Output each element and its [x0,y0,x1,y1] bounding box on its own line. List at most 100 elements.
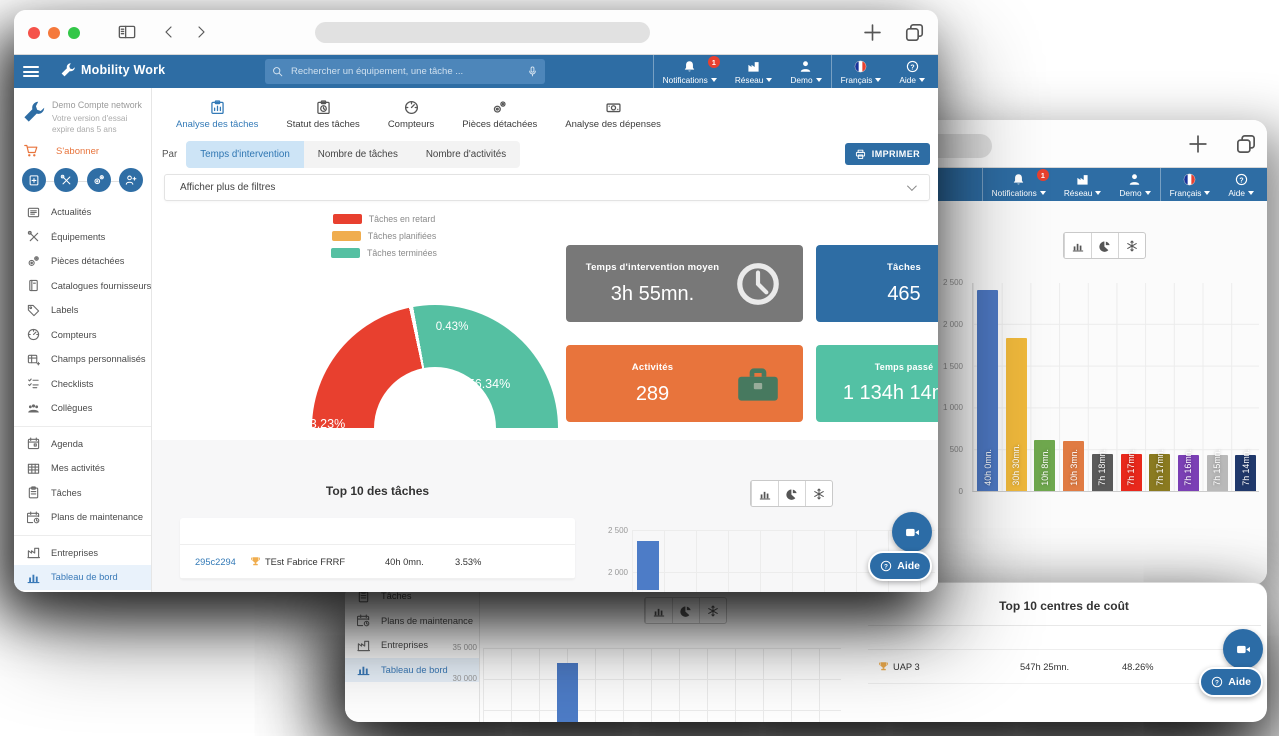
chart-toggle-button[interactable] [699,598,726,623]
task-status-gauge [312,305,558,428]
video-help-button[interactable] [1223,629,1263,669]
sidebar-toggle-icon[interactable] [118,24,136,40]
close-button[interactable] [28,27,40,39]
dashboard-tab[interactable]: Analyse des dépenses [551,94,675,136]
legend-item[interactable]: Tâches planifiées [331,231,436,241]
navbar-menu-item[interactable]: 1 Notifications [652,55,726,88]
metric-pill[interactable]: Nombre de tâches [317,148,398,160]
sidebar-item[interactable]: Pièces détachées [14,249,151,274]
sidebar-item[interactable]: Compteurs [14,323,151,348]
quick-action-button[interactable] [118,168,143,192]
dashboard-content: Analyse des tâches Statut des tâches Com… [152,88,938,592]
subscribe-link[interactable]: S'abonner [24,144,99,158]
svg-text:?: ? [910,64,914,71]
new-tab-icon[interactable] [863,23,882,42]
navbar-menu-item[interactable]: Français [830,55,891,88]
y-tick: 2 000 [607,568,628,577]
print-button[interactable]: IMPRIMER [844,143,930,165]
app-logo[interactable]: Mobility Work [60,62,165,78]
meter-icon [27,328,40,341]
chevron-down-icon [1204,190,1211,195]
navbar-menu-item[interactable]: ? Aide [890,55,934,88]
table-row[interactable]: 295c2294 TEst Fabrice FRRF 40h 0mn. 3.53… [180,545,575,579]
navbar-menu-item[interactable]: Demo [781,55,830,88]
navbar-menu-item[interactable]: Réseau [726,55,782,88]
sidebar-item[interactable]: Mes activités [14,456,151,481]
task-id-link[interactable]: 295c2294 [195,556,236,567]
navbar-menu-item[interactable]: ? Aide [1219,168,1263,201]
help-button[interactable]: ? Aide [868,551,932,581]
forward-icon[interactable] [194,25,208,39]
sidebar-item[interactable]: Agenda [14,432,151,457]
sidebar-item[interactable]: Collègues [14,396,151,421]
video-camera-icon [905,525,920,540]
chart-toggle-button[interactable] [1064,233,1091,258]
back-icon[interactable] [162,25,176,39]
legend-item[interactable]: Tâches en retard [332,214,435,224]
sidebar-item[interactable]: Entreprises [14,541,151,566]
chart-bar: 7h 17mn. [1120,449,1142,491]
menu-icon[interactable] [23,66,39,77]
new-tab-icon[interactable] [1188,134,1208,154]
sidebar-item[interactable]: Tableau de bord [345,657,479,682]
quick-action-button[interactable] [86,168,111,192]
bar-label: 40h 0mn. [982,449,993,486]
chart-toggle-button[interactable] [1091,233,1118,258]
sidebar-item[interactable]: Catalogues fournisseurs [14,274,151,299]
dashboard-tab[interactable]: Pièces détachées [448,94,551,136]
factory-icon [747,60,760,73]
legend-swatch [332,214,362,224]
chart-toggle-button[interactable] [672,598,699,623]
bar-label: 30h 30mn. [1011,444,1022,486]
global-search[interactable] [265,59,545,84]
sidebar-item[interactable]: Plans de maintenance [14,505,151,530]
top-tasks-section: Top 10 des tâches 295c2294 TEst Fabrice … [152,440,938,592]
legend-item[interactable]: Tâches terminées [331,248,437,258]
chart-toggle-button[interactable] [778,481,805,506]
table-row[interactable]: UAP 3 547h 25mn. 48.26% [868,650,1261,684]
sidebar-item[interactable]: Tableau de bord [14,565,151,590]
dashboard-tab[interactable]: Statut des tâches [272,94,373,136]
sidebar-item[interactable]: Checklists [14,372,151,397]
quick-action-button[interactable] [22,168,46,192]
search-input[interactable] [289,65,521,78]
zoom-button[interactable] [68,27,80,39]
quick-action-button[interactable] [54,168,79,192]
chart-toggle-button[interactable] [751,481,778,506]
sidebar-fragment: Tâches Plans de maintenance Entreprises … [345,583,480,722]
sidebar-item[interactable]: Actualités [14,200,151,225]
sidebar-item[interactable]: Équipements [14,225,151,250]
video-help-button[interactable] [892,512,932,552]
microphone-icon[interactable] [527,66,538,77]
navbar-menu-item[interactable]: Français [1159,168,1220,201]
tab-overview-icon[interactable] [905,23,924,42]
legend-swatch [331,231,361,241]
navbar-menu-item[interactable]: Réseau [1055,168,1111,201]
window-controls[interactable] [28,27,80,39]
app-navbar: Mobility Work 1 Notifications Réseau [14,55,938,88]
tab-overview-icon[interactable] [1236,134,1256,154]
sidebar-item[interactable]: Tâches [14,481,151,506]
dashboard-tab[interactable]: Compteurs [374,94,448,136]
factory-icon [1076,173,1089,186]
sidebar-item[interactable]: Labels [14,298,151,323]
metric-pill[interactable]: Temps d'intervention [186,140,304,168]
chevron-down-icon [1039,190,1046,195]
sidebar-item[interactable]: Entreprises [345,633,479,658]
navbar-menu-item[interactable]: Demo [1110,168,1159,201]
minimize-button[interactable] [48,27,60,39]
url-bar[interactable] [315,22,650,43]
chart-toggle-button[interactable] [1118,233,1145,258]
chart-toggle-button[interactable] [645,598,672,623]
sidebar-item[interactable]: Plans de maintenance [345,609,479,634]
metric-pill[interactable]: Nombre d'activités [425,148,507,160]
sidebar-item[interactable]: Champs personnalisés [14,347,151,372]
pie-chart-icon [786,488,798,500]
navbar-menu-item[interactable]: 1 Notifications [981,168,1055,201]
help-button[interactable]: ? Aide [1199,667,1263,697]
dashboard-tab[interactable]: Analyse des tâches [162,94,272,136]
chart-type-toggle [750,480,833,507]
table-header [180,518,575,545]
more-filters-toggle[interactable]: Afficher plus de filtres [164,174,930,201]
chart-toggle-button[interactable] [805,481,832,506]
